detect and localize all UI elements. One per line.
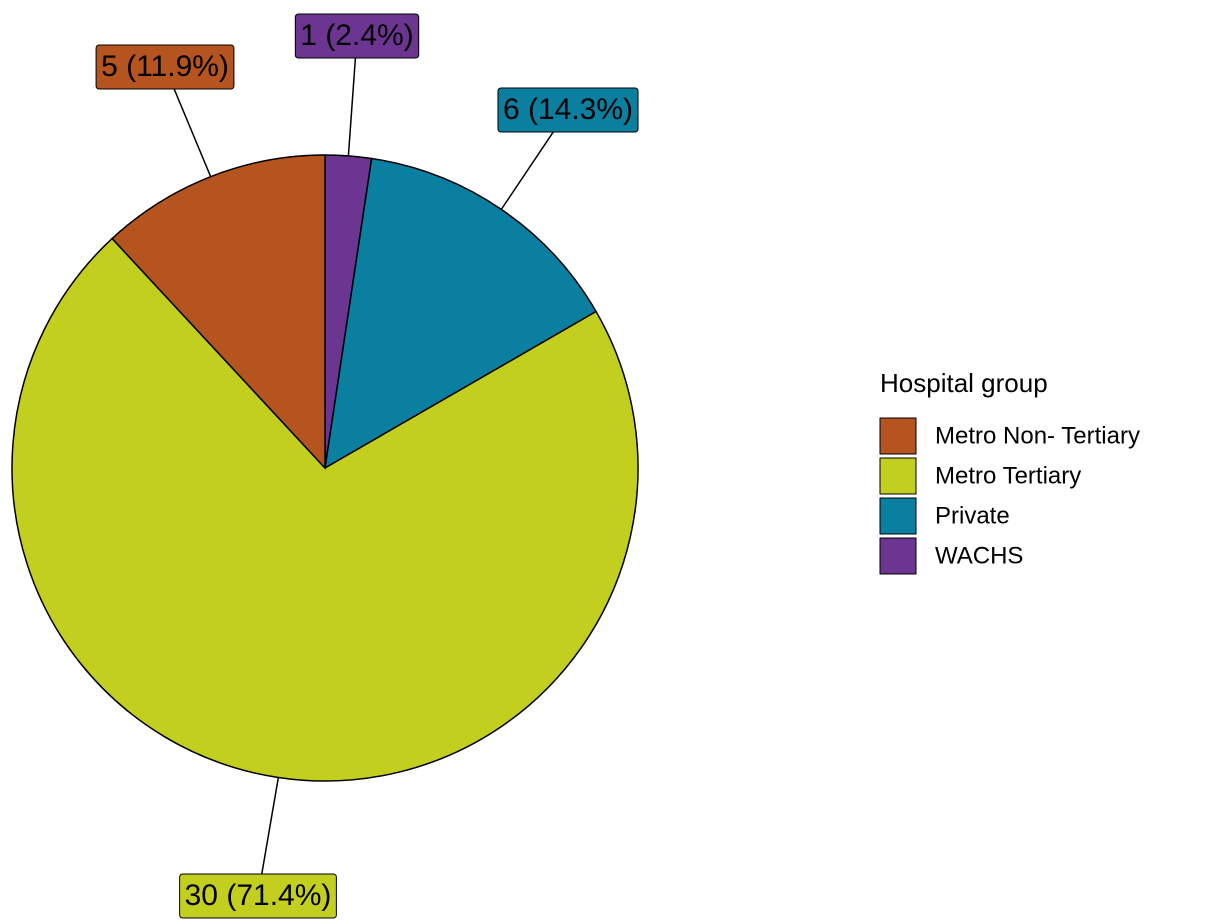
pie-slice (111, 154, 326, 470)
legend-label: Private (935, 502, 1010, 529)
pie-slice (324, 157, 598, 470)
legend-key (879, 457, 917, 495)
data-label: 5 (11.9%) (101, 50, 229, 83)
legend-label: WACHS (935, 542, 1023, 569)
legend-key (879, 537, 917, 575)
legend-label: Metro Tertiary (935, 462, 1081, 489)
slices (11, 154, 639, 782)
legend-key (879, 497, 917, 535)
label-box (294, 13, 420, 59)
labels: 1 (2.4%) 6 (14.3%) 30 (71.4%) 5 (11.9%) (95, 13, 639, 919)
data-label: 30 (71.4%) (185, 879, 332, 912)
label-box (95, 44, 235, 90)
label-box (497, 87, 639, 133)
legend-label: Metro Non- Tertiary (935, 422, 1140, 449)
legend-key (879, 417, 917, 455)
legend-title: Hospital group (880, 368, 1048, 398)
data-label: 6 (14.3%) (503, 93, 633, 126)
label-box (179, 873, 337, 919)
data-label: 1 (2.4%) (300, 19, 413, 52)
